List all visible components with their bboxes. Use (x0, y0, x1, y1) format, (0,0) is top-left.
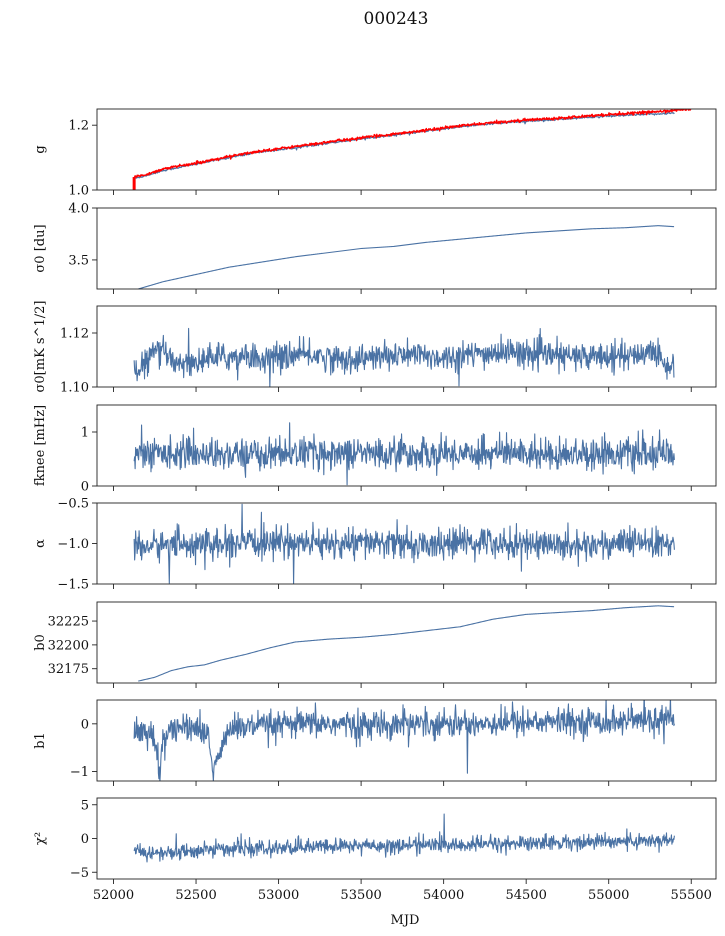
x-tick-label: 55500 (671, 888, 712, 903)
panel-2: 3.5 4.0 σ0 [du] (33, 202, 717, 294)
y-axis-label: b0 (33, 634, 48, 651)
y-tick-label: 3.5 (68, 253, 89, 268)
y-tick-label: −1 (70, 765, 89, 780)
axes-frame (96, 601, 717, 684)
series-line (133, 700, 675, 781)
x-tick-label: 55000 (588, 888, 629, 903)
y-axis-label: α (33, 539, 48, 548)
y-tick-label: 1.2 (68, 119, 89, 134)
y-axis-label: b1 (33, 732, 48, 749)
x-tick-label: 52500 (175, 888, 216, 903)
axes-frame (96, 207, 717, 290)
y-tick-label: −5 (70, 866, 89, 881)
series-line (133, 422, 675, 486)
x-tick-label: 54500 (505, 888, 546, 903)
series-gain-measured (133, 109, 692, 178)
y-tick-label: 32175 (48, 662, 89, 677)
y-tick-label: 1.0 (68, 184, 89, 199)
y-tick-label: 32225 (48, 615, 89, 630)
series-group (133, 700, 675, 781)
y-tick-label: 0 (81, 480, 89, 495)
series-line (133, 503, 675, 584)
axes-frame (96, 404, 717, 487)
series-group (133, 422, 675, 486)
y-tick-label: 32200 (48, 638, 89, 653)
x-tick-label: 52000 (93, 888, 134, 903)
series-line (138, 605, 675, 682)
series-line (133, 813, 675, 863)
series-line (133, 327, 675, 387)
y-tick-label: 1 (81, 426, 89, 441)
series-group (138, 225, 675, 289)
y-axis-label: fknee [mHz] (33, 405, 48, 486)
panel-1: 1.0 1.2 g (33, 108, 717, 199)
series-group (133, 327, 675, 387)
y-tick-label: −0.5 (57, 497, 89, 512)
y-tick-label: 0 (81, 832, 89, 847)
y-tick-label: −1.0 (57, 537, 89, 552)
x-tick-label: 54000 (423, 888, 464, 903)
panel-3: 1.10 1.12 σ0[mK s^1/2] (33, 301, 717, 396)
axes-frame (96, 108, 717, 191)
y-tick-label: 0 (81, 717, 89, 732)
y-axis-label: σ0 [du] (33, 224, 48, 272)
axes-frame (96, 305, 717, 388)
panel-5: −1.5 −1.0 −0.5 α (33, 497, 717, 593)
panels: 1.0 1.2 g 3.5 4.0 σ0 [du] 1.10 1.12 σ0[mK s^1/2]… (33, 108, 717, 903)
panel-7: −1 0 b1 (33, 699, 717, 786)
series-gain-model (133, 111, 675, 180)
y-axis-label: χ² (33, 832, 48, 845)
y-tick-label: 5 (81, 798, 89, 813)
axes-frame (96, 797, 717, 880)
x-tick-label: 53500 (340, 888, 381, 903)
y-tick-label: 1.12 (60, 327, 89, 342)
y-tick-label: 1.10 (60, 381, 89, 396)
series-group (133, 813, 675, 863)
series-group (138, 605, 675, 682)
figure-title: 000243 (364, 9, 429, 29)
x-axis-label: MJD (391, 913, 420, 928)
y-tick-label: −1.5 (57, 578, 89, 593)
series-group (132, 109, 692, 190)
y-axis-label: σ0[mK s^1/2] (33, 301, 48, 393)
axes-frame (96, 699, 717, 782)
series-group (133, 503, 675, 584)
y-axis-label: g (33, 145, 48, 153)
y-tick-label: 4.0 (68, 202, 89, 217)
x-tick-label: 53000 (258, 888, 299, 903)
panel-4: 0 1 fknee [mHz] (33, 404, 717, 495)
series-line (138, 225, 675, 289)
panel-8: −5 0 5 52000 52500 53000 53500 54000 54500 55000 5… (33, 797, 717, 903)
